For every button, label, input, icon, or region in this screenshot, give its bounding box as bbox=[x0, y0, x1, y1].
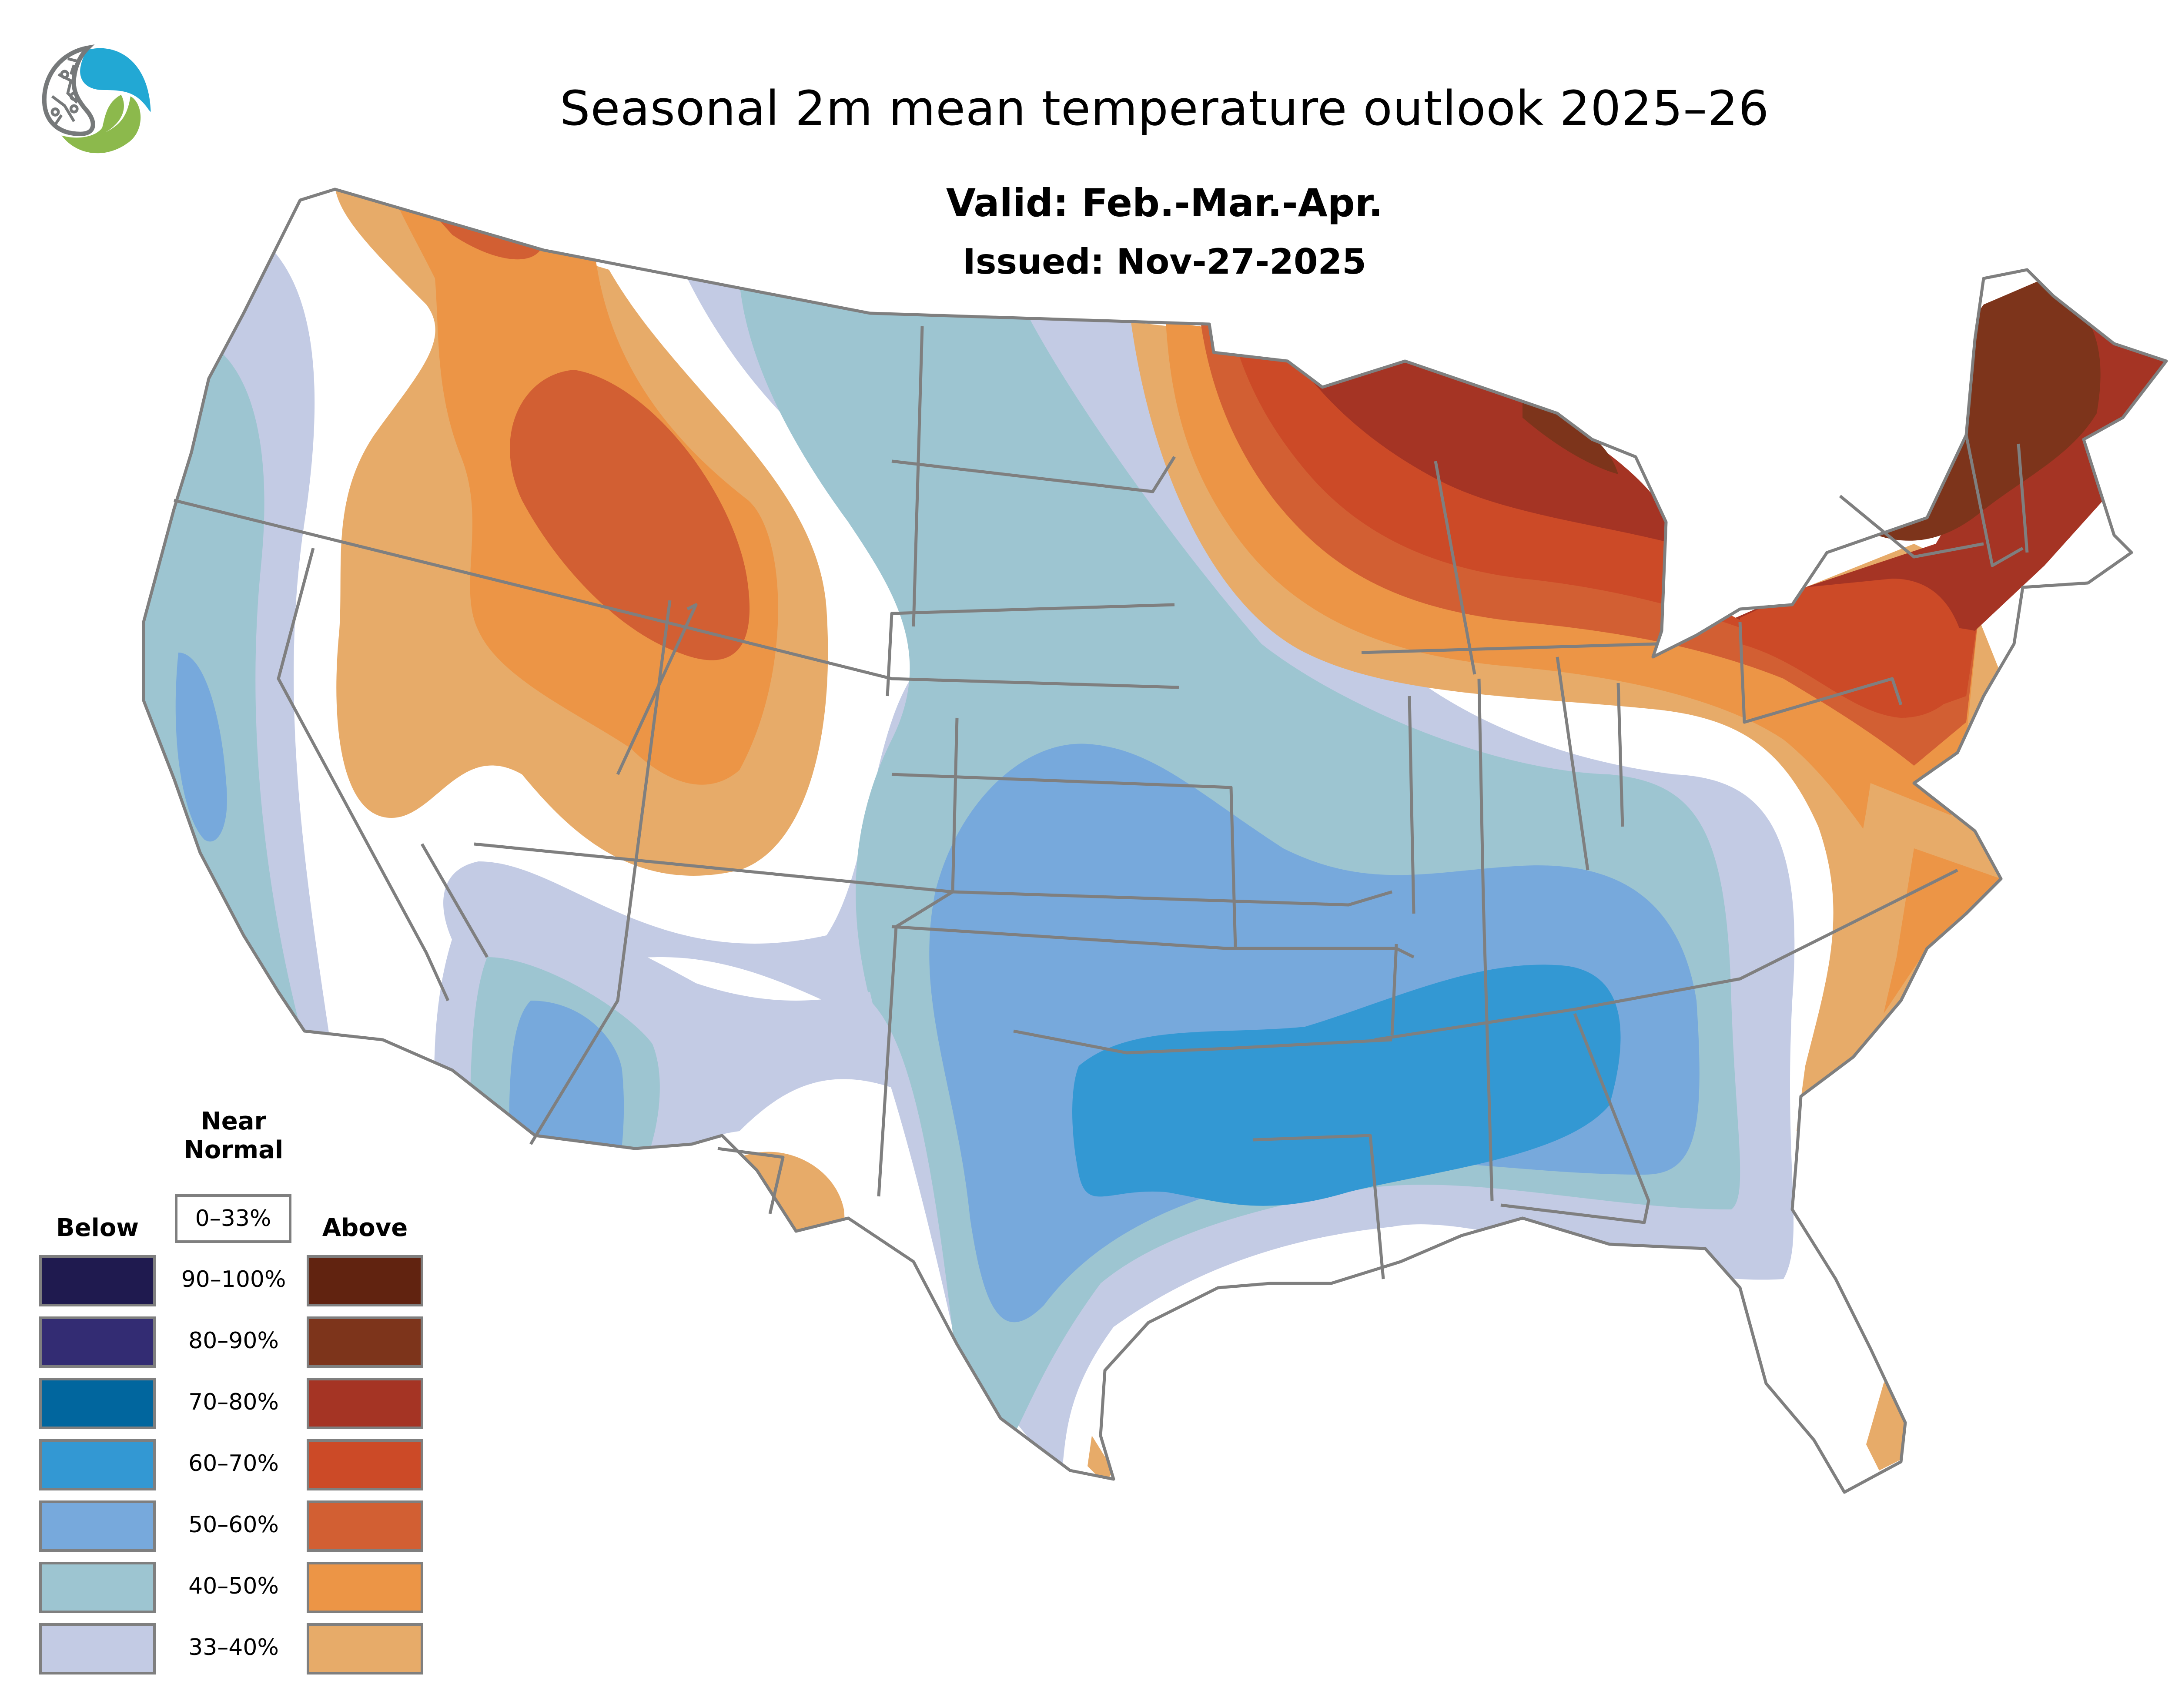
logo-leaf-shape bbox=[61, 94, 141, 154]
southeast-coast-40-above bbox=[1884, 848, 2001, 1014]
legend-swatch-below bbox=[39, 1439, 156, 1490]
louisiana-coast-above bbox=[1383, 1275, 1475, 1305]
gulf-states-below bbox=[1072, 965, 1621, 1206]
logo-circuit-drop bbox=[42, 44, 95, 136]
legend-swatch-above bbox=[307, 1378, 423, 1429]
idaho-wyoming-above bbox=[510, 370, 750, 660]
logo-circuit-lines bbox=[50, 57, 81, 125]
legend-swatch-below bbox=[39, 1623, 156, 1675]
legend-below-title: Below bbox=[56, 1214, 139, 1242]
legend-swatch-below bbox=[39, 1255, 156, 1306]
issued-date: Issued: Nov-27-2025 bbox=[963, 241, 1366, 282]
circuit-drop-leaf-logo bbox=[42, 44, 151, 154]
upper-michigan-above bbox=[1522, 392, 1618, 474]
legend-swatch-above bbox=[307, 1316, 423, 1368]
central-california-below bbox=[175, 653, 227, 842]
legend-range-label: 40–50% bbox=[188, 1573, 279, 1599]
state-lines bbox=[174, 326, 2029, 1279]
legend-swatch-above bbox=[307, 1623, 423, 1675]
logo-water-shape bbox=[80, 48, 151, 112]
new-england-70-above bbox=[1736, 278, 2166, 631]
legend-swatch-above bbox=[307, 1500, 423, 1552]
legend-range-label: 70–80% bbox=[188, 1389, 279, 1415]
upper-michigan-70-above bbox=[1288, 348, 1675, 544]
legend-swatch-below bbox=[39, 1316, 156, 1368]
legend-near-normal-title: Near Normal bbox=[166, 1107, 301, 1165]
legend-normal-label: Normal bbox=[184, 1136, 284, 1164]
us-outline bbox=[142, 188, 2168, 1494]
legend-near-normal-box: 0–33% bbox=[175, 1194, 291, 1243]
legend-above-title: Above bbox=[322, 1214, 408, 1242]
chart-title: Seasonal 2m mean temperature outlook 202… bbox=[559, 80, 1770, 136]
legend-swatch-below bbox=[39, 1378, 156, 1429]
legend-range-label: 50–60% bbox=[188, 1512, 279, 1538]
legend-swatch-below bbox=[39, 1500, 156, 1552]
legend-range-label: 80–90% bbox=[188, 1328, 279, 1354]
mid-atlantic-above bbox=[1740, 579, 1966, 718]
legend-swatch-above bbox=[307, 1439, 423, 1490]
legend-swatch-above bbox=[307, 1255, 423, 1306]
legend-swatch-above bbox=[307, 1562, 423, 1613]
legend-range-label: 33–40% bbox=[188, 1634, 279, 1661]
legend-near-label: Near bbox=[201, 1107, 267, 1135]
legend-range-label: 60–70% bbox=[188, 1450, 279, 1477]
legend-range-label: 90–100% bbox=[181, 1266, 286, 1293]
legend-swatch-below bbox=[39, 1562, 156, 1613]
south-texas-coast-above bbox=[1088, 1436, 1114, 1484]
legend-near-normal-range: 0–33% bbox=[195, 1206, 271, 1232]
valid-period: Valid: Feb.-Mar.-Apr. bbox=[946, 181, 1383, 225]
